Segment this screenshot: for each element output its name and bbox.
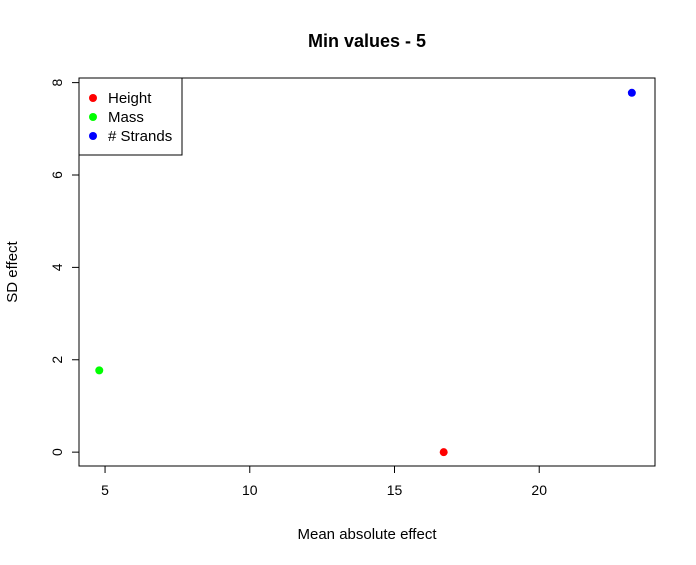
y-axis: 0 2 4 6 8 bbox=[49, 79, 80, 456]
legend-marker bbox=[89, 113, 97, 121]
legend-label: # Strands bbox=[108, 128, 172, 145]
legend-marker bbox=[89, 132, 97, 140]
chart-title: Min values - 5 bbox=[308, 31, 426, 51]
x-axis: 5 10 15 20 bbox=[101, 465, 547, 498]
data-point bbox=[627, 88, 636, 97]
x-tick-label: 20 bbox=[531, 482, 547, 498]
data-points bbox=[95, 88, 636, 457]
x-tick-label: 10 bbox=[242, 482, 258, 498]
legend-marker bbox=[89, 94, 97, 102]
data-point bbox=[95, 366, 104, 375]
legend: Height Mass # Strands bbox=[78, 77, 183, 156]
legend-label: Mass bbox=[108, 109, 144, 126]
y-tick-label: 6 bbox=[49, 171, 65, 179]
y-tick-label: 4 bbox=[49, 263, 65, 271]
x-axis-label: Mean absolute effect bbox=[298, 526, 438, 543]
data-point bbox=[439, 448, 448, 457]
legend-label: Height bbox=[108, 90, 152, 107]
x-tick-label: 15 bbox=[387, 482, 403, 498]
y-tick-label: 2 bbox=[49, 356, 65, 364]
y-axis-label: SD effect bbox=[4, 240, 21, 302]
y-tick-label: 8 bbox=[49, 79, 65, 87]
y-tick-label: 0 bbox=[49, 448, 65, 456]
x-tick-label: 5 bbox=[101, 482, 109, 498]
